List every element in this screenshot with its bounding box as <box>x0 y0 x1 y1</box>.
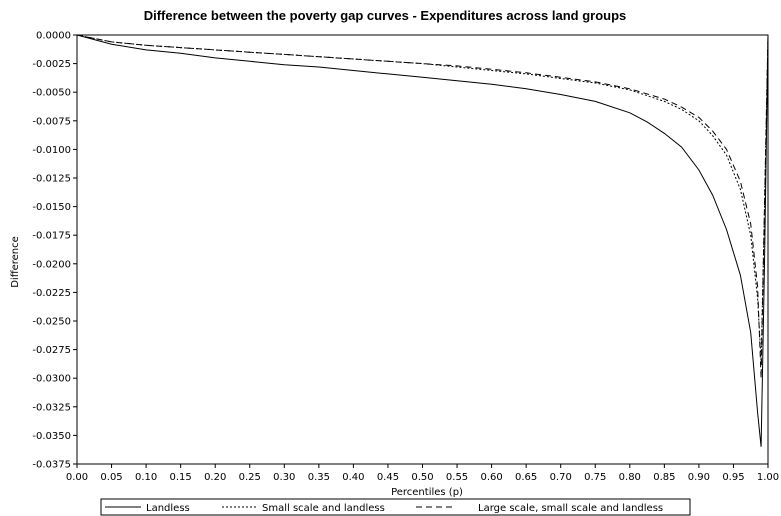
series-line-small-scale-and-landless <box>76 34 769 362</box>
x-tick-label: 0.85 <box>653 472 675 483</box>
x-tick-label: 0.70 <box>550 472 572 483</box>
x-tick-label: 1.00 <box>757 472 779 483</box>
y-tick-label: -0.0050 <box>32 88 71 99</box>
y-tick-label: -0.0200 <box>32 259 71 270</box>
series-line-large-scale-small-scale-and-landless <box>76 34 769 379</box>
x-tick-label: 0.90 <box>688 472 710 483</box>
x-tick-label: 0.40 <box>342 472 364 483</box>
x-tick-label: 0.10 <box>135 472 157 483</box>
x-tick-label: 0.65 <box>515 472 537 483</box>
y-tick-label: -0.0100 <box>32 145 71 156</box>
y-tick-label: -0.0300 <box>32 374 71 385</box>
legend-box <box>100 498 691 516</box>
x-tick-label: 0.20 <box>204 472 226 483</box>
x-tick-label: 0.35 <box>308 472 330 483</box>
y-tick-label: -0.0125 <box>32 174 71 185</box>
chart-title: Difference between the poverty gap curve… <box>144 8 627 23</box>
x-tick-label: 0.80 <box>619 472 641 483</box>
y-tick-label: -0.0075 <box>32 116 71 127</box>
series-group <box>76 34 769 447</box>
legend-label: Small scale and landless <box>262 503 385 514</box>
y-tick-label: -0.0275 <box>32 345 71 356</box>
legend: Landless Small scale and landless Large sc… <box>100 498 691 516</box>
x-tick-label: 0.00 <box>66 472 88 483</box>
y-tick-label: 0.0000 <box>36 31 71 42</box>
x-tick-label: 0.45 <box>377 472 399 483</box>
x-ticks: 0.00 0.05 0.10 0.15 0.20 0.25 0.30 0.35 0.40 0.45… <box>66 464 779 483</box>
y-tick-label: -0.0225 <box>32 288 71 299</box>
y-tick-label: -0.0375 <box>32 460 71 471</box>
y-tick-label: -0.0150 <box>32 202 71 213</box>
x-tick-label: 0.55 <box>446 472 468 483</box>
x-tick-label: 0.15 <box>170 472 192 483</box>
y-tick-label: -0.0350 <box>32 431 71 442</box>
x-tick-label: 0.05 <box>100 472 122 483</box>
x-tick-label: 0.60 <box>480 472 502 483</box>
legend-label: Large scale, small scale and landless <box>478 503 663 514</box>
y-tick-label: -0.0175 <box>32 231 71 242</box>
x-tick-label: 0.30 <box>273 472 295 483</box>
legend-label: Landless <box>146 503 190 514</box>
y-axis-label: Difference <box>10 236 21 288</box>
x-tick-label: 0.25 <box>239 472 261 483</box>
x-tick-label: 0.95 <box>722 472 744 483</box>
y-ticks: 0.0000 -0.0025 -0.0050 -0.0075 -0.0100 -0.012… <box>32 31 77 471</box>
x-tick-label: 0.50 <box>411 472 433 483</box>
series-line-landless <box>76 34 769 447</box>
x-axis-label: Percentiles (p) <box>391 487 463 498</box>
plot-area <box>76 34 769 465</box>
y-tick-label: -0.0250 <box>32 317 71 328</box>
y-tick-label: -0.0325 <box>32 402 71 413</box>
x-tick-label: 0.75 <box>584 472 606 483</box>
y-tick-label: -0.0025 <box>32 59 71 70</box>
